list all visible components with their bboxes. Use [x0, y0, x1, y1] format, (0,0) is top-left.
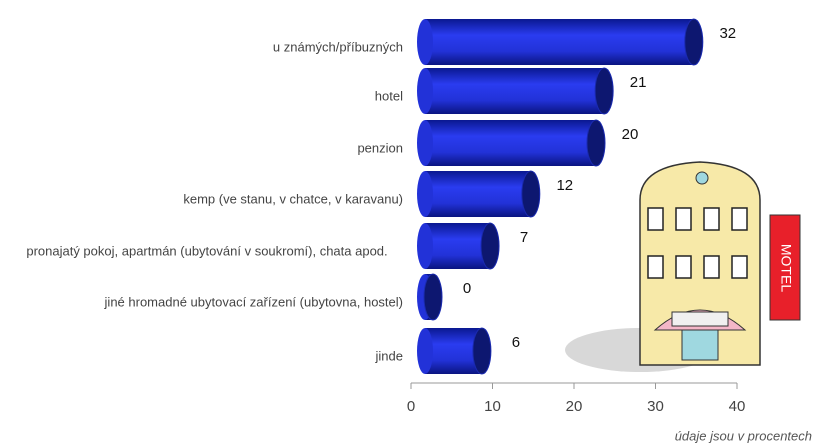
bar-start: [417, 68, 433, 114]
hotel-illustration: MOTEL: [565, 162, 800, 372]
category-label: kemp (ve stanu, v chatce, v karavanu): [3, 190, 403, 209]
bar-end: [587, 120, 605, 166]
value-label: 0: [463, 280, 471, 297]
bar-body: [425, 120, 596, 166]
bar-end: [473, 328, 491, 374]
sign-text: MOTEL: [778, 244, 794, 292]
bar-body: [425, 223, 490, 269]
value-label: 7: [520, 229, 528, 246]
x-tick-label: 10: [484, 398, 501, 415]
category-label: hotel: [3, 87, 403, 106]
bar: [417, 328, 491, 374]
annotation: údaje jsou v procentech: [675, 428, 812, 443]
value-label: 12: [556, 177, 573, 194]
bar-end: [522, 171, 540, 217]
value-label: 32: [719, 25, 736, 42]
category-label: u známých/příbuzných: [3, 38, 403, 57]
bar: [417, 68, 613, 114]
bar-body: [425, 68, 604, 114]
bar: [417, 19, 703, 65]
bar-start: [417, 223, 433, 269]
category-label: penzion: [3, 139, 403, 158]
chart-svg: MOTEL údaje jsou v procentech 0 10 20 30 40 3…: [0, 0, 815, 445]
bar: [417, 223, 499, 269]
x-tick-label: 20: [566, 398, 583, 415]
bar: [417, 120, 605, 166]
bar-end: [595, 68, 613, 114]
bar-start: [417, 120, 433, 166]
category-label: jiné hromadné ubytovací zařízení (ubytov…: [3, 293, 403, 312]
value-label: 6: [512, 334, 520, 351]
value-label: 20: [622, 126, 639, 143]
x-tick-label: 40: [729, 398, 746, 415]
bar-end: [481, 223, 499, 269]
bar-end: [424, 274, 442, 320]
bar: [417, 274, 442, 320]
value-label: 21: [630, 74, 647, 91]
bar-end: [685, 19, 703, 65]
x-tick-label: 0: [407, 398, 415, 415]
bar-start: [417, 171, 433, 217]
bar-start: [417, 19, 433, 65]
bar: [417, 171, 540, 217]
bar-start: [417, 328, 433, 374]
bar-body: [425, 171, 531, 217]
bar-body: [425, 19, 694, 65]
category-label: jinde: [3, 347, 403, 366]
category-label: pronajatý pokoj, apartmán (ubytování v s…: [7, 242, 407, 261]
chart: MOTEL údaje jsou v procentech 0 10 20 30 40 3…: [0, 0, 815, 445]
x-tick-label: 30: [647, 398, 664, 415]
